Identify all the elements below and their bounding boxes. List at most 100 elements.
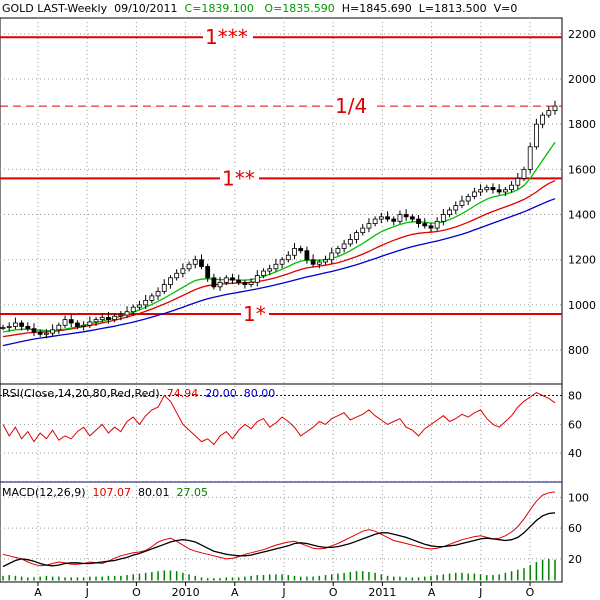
candle-body bbox=[62, 319, 68, 326]
rsi-tick-label: 60 bbox=[568, 418, 582, 431]
rsi-upper-band: 80.00 bbox=[243, 387, 276, 400]
symbol-label: GOLD LAST-Weekly bbox=[2, 2, 108, 15]
candle-body bbox=[217, 281, 223, 288]
candle-body bbox=[335, 248, 341, 254]
candle-body bbox=[81, 324, 87, 327]
candle-body bbox=[378, 216, 384, 220]
price-tick-label: 1600 bbox=[568, 163, 596, 176]
candle-body bbox=[465, 196, 471, 202]
candle-body bbox=[316, 261, 322, 265]
candle-body bbox=[248, 281, 254, 285]
candle-body bbox=[261, 270, 266, 276]
candle-body bbox=[391, 218, 397, 222]
candle-body bbox=[354, 232, 359, 240]
chart-header: GOLD LAST-Weekly 09/10/2011 C=1839.100 O… bbox=[2, 2, 517, 15]
close-value: C=1839.100 bbox=[184, 2, 254, 15]
candle-body bbox=[6, 325, 12, 328]
candle-body bbox=[50, 329, 56, 334]
macd-line bbox=[2, 512, 556, 568]
level-label-bg bbox=[220, 167, 259, 188]
candle-body bbox=[236, 279, 242, 283]
candle-body bbox=[37, 331, 43, 335]
candle-body bbox=[323, 259, 328, 263]
level-label-bg bbox=[203, 26, 253, 47]
candle-body bbox=[385, 216, 390, 220]
rsi-tick-label: 80 bbox=[568, 390, 582, 403]
candle-body bbox=[440, 214, 446, 222]
candle-body bbox=[192, 259, 198, 265]
candle-body bbox=[447, 209, 452, 215]
candle-body bbox=[143, 300, 149, 306]
x-tick-label: J bbox=[281, 586, 285, 599]
x-tick-label: A bbox=[428, 586, 436, 599]
candle-body bbox=[546, 110, 552, 116]
macd-hist-value: 27.05 bbox=[176, 486, 209, 499]
ma-slow-line bbox=[2, 198, 556, 347]
candle-body bbox=[298, 248, 304, 252]
macd-line-value: 80.01 bbox=[138, 486, 170, 499]
x-tick-label: J bbox=[478, 586, 482, 599]
candle-body bbox=[397, 214, 403, 222]
candle-body bbox=[409, 216, 415, 220]
candle-body bbox=[13, 322, 18, 327]
macd-tick-label: 20 bbox=[568, 553, 582, 566]
level-label-bg bbox=[333, 95, 372, 116]
candle-body bbox=[521, 168, 527, 179]
rsi-line bbox=[2, 392, 556, 446]
candle-body bbox=[174, 272, 180, 279]
candle-body bbox=[137, 304, 142, 308]
candle-body bbox=[254, 275, 260, 283]
candle-body bbox=[223, 277, 229, 283]
candle-body bbox=[527, 146, 533, 170]
candle-body bbox=[422, 223, 428, 227]
candle-body bbox=[199, 259, 204, 267]
open-value: O=1835.590 bbox=[264, 2, 335, 15]
candle-body bbox=[490, 187, 496, 191]
date-label: 09/10/2011 bbox=[114, 2, 178, 15]
x-tick-label: 2011 bbox=[368, 586, 396, 599]
candle-body bbox=[56, 324, 62, 331]
candle-body bbox=[168, 277, 173, 285]
candle-body bbox=[93, 319, 99, 323]
level-label: 1* bbox=[243, 302, 266, 326]
low-value: L=1813.500 bbox=[418, 2, 487, 15]
macd-signal-value: 107.07 bbox=[92, 486, 132, 499]
candle-body bbox=[25, 325, 31, 330]
rsi-tick-label: 40 bbox=[568, 447, 582, 460]
candle-body bbox=[310, 259, 316, 265]
rsi-lower-band: 20.00 bbox=[205, 387, 237, 400]
candle-body bbox=[434, 220, 440, 229]
candle-body bbox=[112, 315, 118, 321]
level-label-bg bbox=[241, 302, 269, 323]
candle-body bbox=[366, 223, 372, 229]
candle-body bbox=[360, 227, 366, 234]
price-tick-label: 2200 bbox=[568, 28, 596, 41]
candle-body bbox=[515, 178, 521, 186]
x-tick-label: A bbox=[231, 586, 239, 599]
candle-body bbox=[279, 259, 285, 265]
candle-body bbox=[267, 268, 273, 272]
candle-body bbox=[205, 266, 211, 279]
rsi-title: RSI(Close,14,20,80,Red,Red) bbox=[2, 387, 160, 400]
price-tick-label: 1800 bbox=[568, 118, 596, 131]
rsi-header: RSI(Close,14,20,80,Red,Red) 74.94 20.00 … bbox=[2, 387, 275, 400]
candle-body bbox=[44, 332, 49, 335]
macd-tick-label: 100 bbox=[568, 491, 589, 504]
candle-body bbox=[471, 191, 477, 197]
x-tick-label: J bbox=[85, 586, 89, 599]
ma-mid-line bbox=[2, 180, 556, 338]
candle-body bbox=[273, 263, 279, 270]
candle-body bbox=[68, 319, 74, 324]
x-tick-label: A bbox=[34, 586, 42, 599]
level-label: 1*** bbox=[205, 25, 248, 49]
price-tick-label: 2000 bbox=[568, 73, 596, 86]
candle-body bbox=[502, 189, 508, 193]
candle-body bbox=[552, 105, 558, 112]
candle-body bbox=[124, 311, 130, 316]
candle-body bbox=[31, 328, 37, 333]
candle-body bbox=[211, 277, 217, 288]
x-tick-label: 2010 bbox=[172, 586, 200, 599]
high-value: H=1845.690 bbox=[341, 2, 412, 15]
candle-body bbox=[87, 321, 93, 326]
